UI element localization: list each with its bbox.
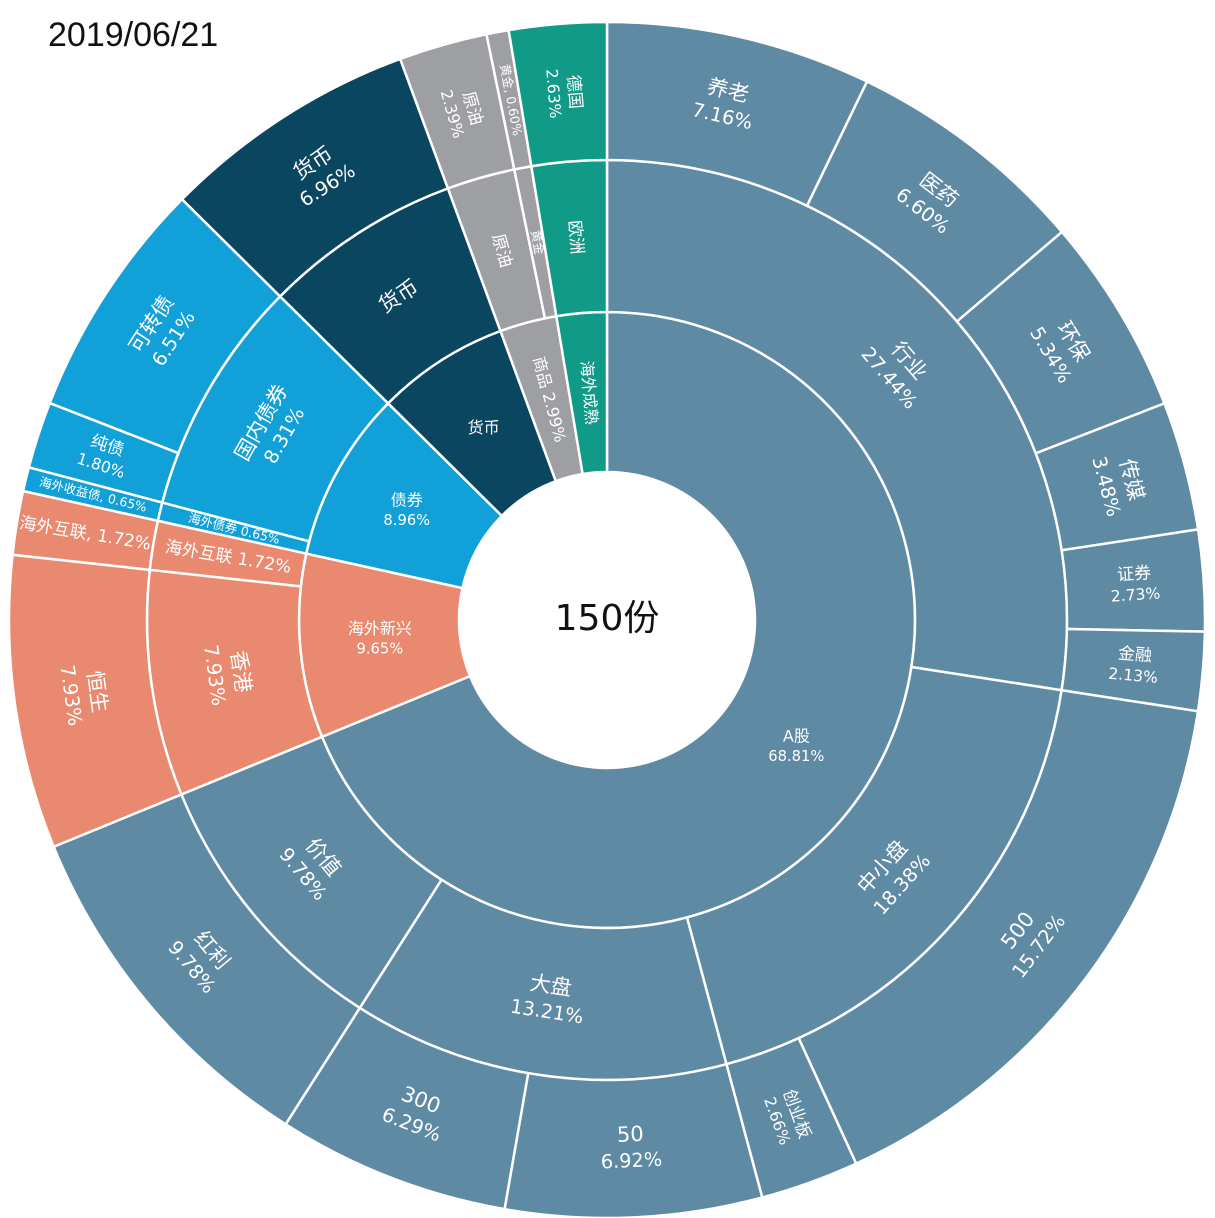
- label-ring2-香港: 香港7.93%: [199, 639, 257, 707]
- label-ring3-50: 506.92%: [599, 1121, 663, 1173]
- label-ring1-货币: 货币: [468, 418, 500, 437]
- label-ring1-债券: 债券 8.96%: [383, 490, 430, 529]
- label-ring3-德国: 德国2.63%: [542, 66, 586, 119]
- chart-segments: [7, 20, 1207, 1218]
- label-ring1-海外新兴: 海外新兴 9.65%: [348, 619, 412, 658]
- label-ring1-A股: A股 68.81%: [768, 727, 824, 766]
- center-label: 150份: [555, 598, 660, 639]
- label-ring3-证券: 证券2.73%: [1109, 563, 1161, 606]
- label-ring3-金融: 金融2.13%: [1108, 643, 1161, 687]
- segment-ring3-德国: [507, 20, 609, 168]
- date-label: 2019/06/21: [48, 16, 219, 54]
- label-ring2-黄金: 黄金: [528, 229, 547, 257]
- label-ring2-欧洲: 欧洲: [564, 220, 587, 256]
